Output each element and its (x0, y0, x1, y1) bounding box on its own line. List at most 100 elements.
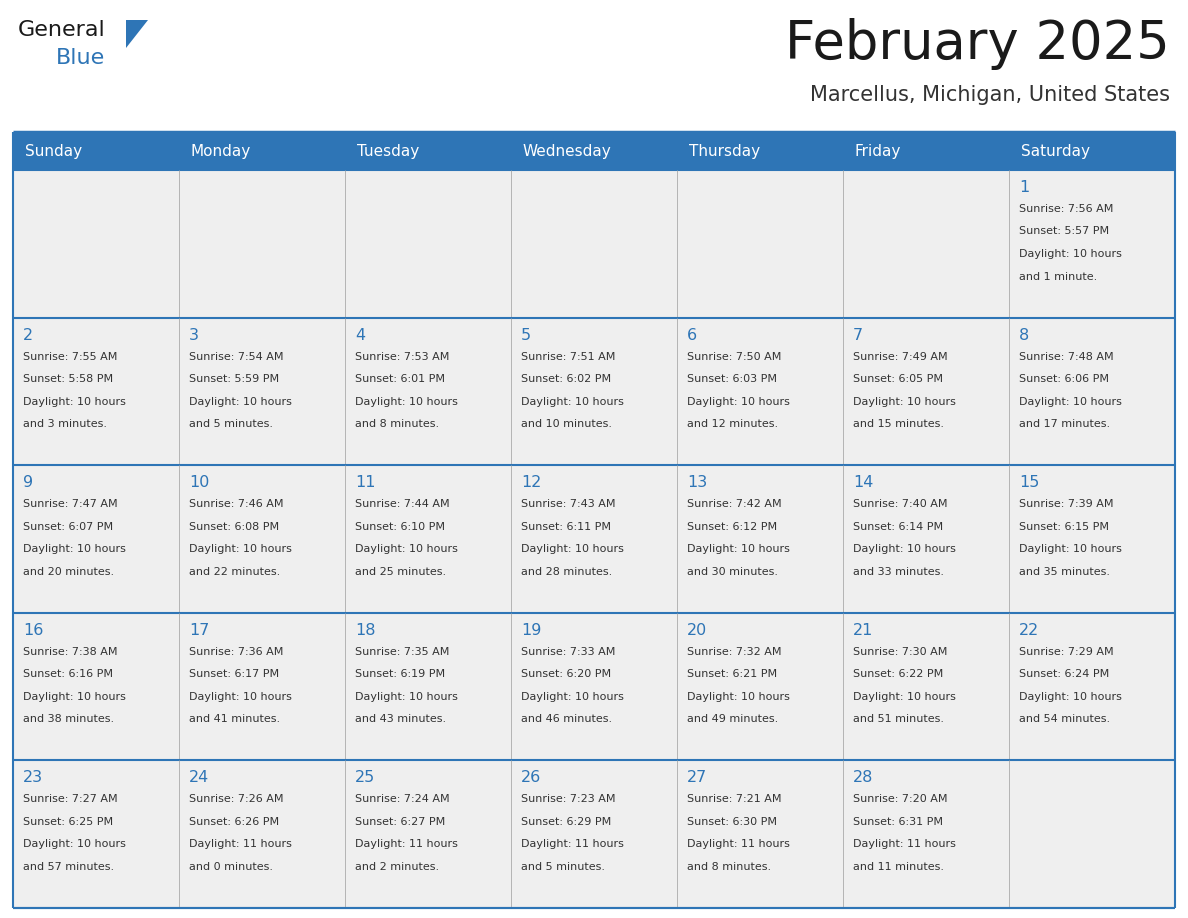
Text: 17: 17 (189, 622, 209, 638)
Text: 11: 11 (355, 476, 375, 490)
Text: Daylight: 10 hours: Daylight: 10 hours (522, 544, 624, 554)
Text: and 33 minutes.: and 33 minutes. (853, 566, 944, 577)
FancyBboxPatch shape (179, 760, 345, 908)
Text: Sunrise: 7:46 AM: Sunrise: 7:46 AM (189, 499, 284, 509)
FancyBboxPatch shape (345, 465, 511, 613)
FancyBboxPatch shape (1009, 318, 1175, 465)
Text: February 2025: February 2025 (785, 18, 1170, 70)
Text: Monday: Monday (191, 143, 251, 159)
Text: Blue: Blue (56, 48, 106, 68)
Text: Daylight: 10 hours: Daylight: 10 hours (189, 692, 292, 701)
FancyBboxPatch shape (1009, 760, 1175, 908)
Text: Wednesday: Wednesday (523, 143, 612, 159)
Text: Daylight: 10 hours: Daylight: 10 hours (853, 397, 956, 407)
Text: Sunrise: 7:30 AM: Sunrise: 7:30 AM (853, 647, 947, 656)
Text: General: General (18, 20, 106, 40)
Text: Sunset: 6:27 PM: Sunset: 6:27 PM (355, 817, 446, 827)
Text: 23: 23 (23, 770, 43, 786)
Text: Sunrise: 7:51 AM: Sunrise: 7:51 AM (522, 352, 615, 362)
Text: Sunset: 6:19 PM: Sunset: 6:19 PM (355, 669, 446, 679)
Text: Sunrise: 7:54 AM: Sunrise: 7:54 AM (189, 352, 284, 362)
Text: and 28 minutes.: and 28 minutes. (522, 566, 612, 577)
Text: Sunset: 6:22 PM: Sunset: 6:22 PM (853, 669, 943, 679)
Text: and 43 minutes.: and 43 minutes. (355, 714, 447, 724)
Text: 15: 15 (1019, 476, 1040, 490)
Text: 16: 16 (23, 622, 44, 638)
Text: Sunset: 6:08 PM: Sunset: 6:08 PM (189, 521, 279, 532)
Text: and 30 minutes.: and 30 minutes. (687, 566, 778, 577)
FancyBboxPatch shape (13, 613, 179, 760)
Text: Sunrise: 7:55 AM: Sunrise: 7:55 AM (23, 352, 118, 362)
Text: Sunrise: 7:48 AM: Sunrise: 7:48 AM (1019, 352, 1113, 362)
Text: Daylight: 10 hours: Daylight: 10 hours (23, 397, 126, 407)
Text: and 35 minutes.: and 35 minutes. (1019, 566, 1110, 577)
FancyBboxPatch shape (179, 465, 345, 613)
Text: and 41 minutes.: and 41 minutes. (189, 714, 280, 724)
Polygon shape (126, 20, 148, 48)
Text: Sunrise: 7:47 AM: Sunrise: 7:47 AM (23, 499, 118, 509)
FancyBboxPatch shape (511, 318, 677, 465)
Text: and 12 minutes.: and 12 minutes. (687, 420, 778, 429)
Text: Sunrise: 7:56 AM: Sunrise: 7:56 AM (1019, 204, 1113, 214)
Text: Sunset: 6:15 PM: Sunset: 6:15 PM (1019, 521, 1110, 532)
Text: Sunset: 6:30 PM: Sunset: 6:30 PM (687, 817, 777, 827)
Text: Sunrise: 7:42 AM: Sunrise: 7:42 AM (687, 499, 782, 509)
Text: Tuesday: Tuesday (358, 143, 419, 159)
Text: Sunrise: 7:40 AM: Sunrise: 7:40 AM (853, 499, 948, 509)
Text: and 17 minutes.: and 17 minutes. (1019, 420, 1110, 429)
Text: 28: 28 (853, 770, 873, 786)
FancyBboxPatch shape (843, 318, 1009, 465)
FancyBboxPatch shape (13, 170, 179, 318)
FancyBboxPatch shape (179, 170, 345, 318)
Text: and 5 minutes.: and 5 minutes. (189, 420, 273, 429)
Text: and 25 minutes.: and 25 minutes. (355, 566, 447, 577)
Text: Daylight: 11 hours: Daylight: 11 hours (522, 839, 624, 849)
FancyBboxPatch shape (179, 318, 345, 465)
Text: Sunrise: 7:20 AM: Sunrise: 7:20 AM (853, 794, 948, 804)
Text: Daylight: 10 hours: Daylight: 10 hours (189, 397, 292, 407)
Text: 4: 4 (355, 328, 365, 342)
Text: Sunset: 6:06 PM: Sunset: 6:06 PM (1019, 375, 1110, 384)
Text: Thursday: Thursday (689, 143, 760, 159)
Text: Sunset: 6:29 PM: Sunset: 6:29 PM (522, 817, 612, 827)
Text: 25: 25 (355, 770, 375, 786)
FancyBboxPatch shape (345, 318, 511, 465)
Text: Sunset: 6:17 PM: Sunset: 6:17 PM (189, 669, 279, 679)
Text: and 46 minutes.: and 46 minutes. (522, 714, 612, 724)
Text: Daylight: 10 hours: Daylight: 10 hours (522, 692, 624, 701)
FancyBboxPatch shape (511, 170, 677, 318)
Text: Sunset: 6:07 PM: Sunset: 6:07 PM (23, 521, 113, 532)
Text: Sunrise: 7:49 AM: Sunrise: 7:49 AM (853, 352, 948, 362)
Text: Sunrise: 7:33 AM: Sunrise: 7:33 AM (522, 647, 615, 656)
Text: 13: 13 (687, 476, 707, 490)
FancyBboxPatch shape (843, 465, 1009, 613)
FancyBboxPatch shape (13, 760, 179, 908)
Text: 14: 14 (853, 476, 873, 490)
Text: 22: 22 (1019, 622, 1040, 638)
Text: 7: 7 (853, 328, 864, 342)
Text: Sunrise: 7:21 AM: Sunrise: 7:21 AM (687, 794, 782, 804)
Text: 10: 10 (189, 476, 209, 490)
Text: Sunrise: 7:43 AM: Sunrise: 7:43 AM (522, 499, 615, 509)
FancyBboxPatch shape (1009, 465, 1175, 613)
Text: and 3 minutes.: and 3 minutes. (23, 420, 107, 429)
FancyBboxPatch shape (13, 132, 1175, 170)
FancyBboxPatch shape (179, 613, 345, 760)
Text: and 10 minutes.: and 10 minutes. (522, 420, 612, 429)
Text: 21: 21 (853, 622, 873, 638)
Text: Daylight: 10 hours: Daylight: 10 hours (1019, 544, 1121, 554)
Text: Daylight: 10 hours: Daylight: 10 hours (853, 692, 956, 701)
FancyBboxPatch shape (677, 465, 843, 613)
Text: Daylight: 11 hours: Daylight: 11 hours (355, 839, 457, 849)
FancyBboxPatch shape (677, 613, 843, 760)
Text: Sunrise: 7:27 AM: Sunrise: 7:27 AM (23, 794, 118, 804)
Text: Daylight: 10 hours: Daylight: 10 hours (687, 692, 790, 701)
Text: Daylight: 10 hours: Daylight: 10 hours (687, 544, 790, 554)
Text: 6: 6 (687, 328, 697, 342)
Text: and 11 minutes.: and 11 minutes. (853, 862, 944, 872)
Text: 24: 24 (189, 770, 209, 786)
Text: and 0 minutes.: and 0 minutes. (189, 862, 273, 872)
Text: Sunrise: 7:24 AM: Sunrise: 7:24 AM (355, 794, 449, 804)
Text: Marcellus, Michigan, United States: Marcellus, Michigan, United States (810, 85, 1170, 105)
Text: and 15 minutes.: and 15 minutes. (853, 420, 944, 429)
